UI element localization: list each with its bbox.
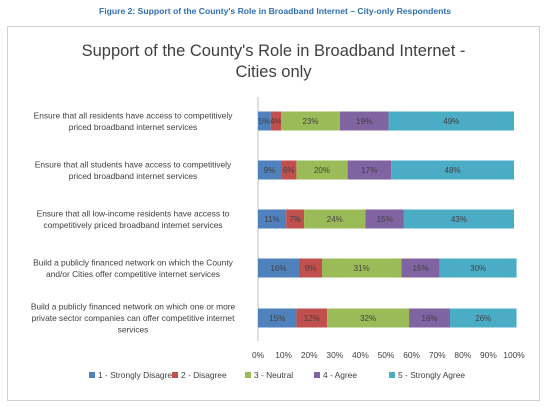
x-tick-label: 80% <box>454 350 471 360</box>
data-label: 15% <box>377 215 393 224</box>
data-label: 5% <box>259 117 271 126</box>
x-tick-label: 30% <box>326 350 343 360</box>
data-label: 16% <box>270 264 286 273</box>
bar-segment <box>450 308 517 328</box>
bar-segment <box>258 111 271 131</box>
data-label: 9% <box>305 264 317 273</box>
data-label: 43% <box>451 215 467 224</box>
bar-segment <box>296 160 348 180</box>
bar-segment <box>298 258 322 278</box>
category-label: Build a publicly financed network on whi… <box>31 302 236 312</box>
category-label: Ensure that all students have access to … <box>35 159 232 169</box>
category-label: priced broadband internet services <box>69 171 198 181</box>
data-label: 32% <box>360 314 376 323</box>
category-label: Ensure that all residents have access to… <box>34 110 234 120</box>
data-label: 26% <box>475 314 491 323</box>
legend-label: 5 - Strongly Agree <box>398 370 465 380</box>
data-label: 4% <box>270 117 282 126</box>
chart-title: Support of the County's Role in Broadban… <box>8 41 539 83</box>
data-label: 20% <box>314 166 330 175</box>
bar-segment <box>439 258 517 278</box>
bar-segment <box>322 258 402 278</box>
x-tick-label: 90% <box>480 350 497 360</box>
data-label: 19% <box>356 117 372 126</box>
legend-swatch <box>314 372 320 378</box>
legend-swatch <box>172 372 178 378</box>
x-tick-label: 20% <box>301 350 318 360</box>
data-label: 24% <box>327 215 343 224</box>
x-tick-label: 60% <box>403 350 420 360</box>
bar-segment <box>281 160 297 180</box>
x-tick-label: 100% <box>503 350 525 360</box>
data-label: 48% <box>445 166 461 175</box>
x-tick-label: 50% <box>378 350 395 360</box>
data-label: 7% <box>289 215 301 224</box>
x-tick-label: 0% <box>252 350 265 360</box>
bar-segment <box>365 209 404 229</box>
data-label: 30% <box>470 264 486 273</box>
category-label: Build a publicly financed network on whi… <box>33 257 234 267</box>
bar-segment <box>281 111 340 131</box>
bar-segment <box>327 308 410 328</box>
bar-segment <box>388 111 514 131</box>
legend-label: 2 - Disagree <box>181 370 227 380</box>
data-label: 9% <box>264 166 276 175</box>
category-label: competitively priced broadband internet … <box>43 220 222 230</box>
category-label: priced broadband internet services <box>69 122 198 132</box>
x-tick-label: 40% <box>352 350 369 360</box>
bar-segment <box>391 160 514 180</box>
bar-segment <box>347 160 392 180</box>
bar-segment <box>258 160 282 180</box>
bar-segment <box>258 209 287 229</box>
data-label: 49% <box>443 117 459 126</box>
bar-segment <box>403 209 514 229</box>
category-label: and/or Cities offer competitive internet… <box>46 269 220 279</box>
data-label: 15% <box>269 314 285 323</box>
data-label: 12% <box>304 314 320 323</box>
legend-label: 4 - Agree <box>323 370 357 380</box>
data-label: 6% <box>283 166 295 175</box>
chart-title-line-2: Cities only <box>235 63 312 81</box>
x-tick-label: 70% <box>429 350 446 360</box>
data-label: 15% <box>413 264 429 273</box>
bar-segment <box>286 209 305 229</box>
legend-swatch <box>245 372 251 378</box>
category-label: services <box>118 325 149 335</box>
legend-label: 1 - Strongly Disagree <box>98 370 177 380</box>
bar-segment <box>296 308 328 328</box>
legend-swatch <box>89 372 95 378</box>
data-label: 23% <box>302 117 318 126</box>
category-label: Ensure that all low-income residents hav… <box>37 208 230 218</box>
bar-segment <box>409 308 450 328</box>
bar-segment <box>258 258 299 278</box>
figure-caption: Figure 2: Support of the County's Role i… <box>98 6 451 16</box>
bar-segment <box>258 308 297 328</box>
legend-swatch <box>389 372 395 378</box>
data-label: 16% <box>422 314 438 323</box>
x-tick-label: 10% <box>275 350 292 360</box>
bar-segment <box>270 111 282 131</box>
category-label: private sector companies can offer compe… <box>32 313 235 323</box>
legend-label: 3 - Neutral <box>254 370 293 380</box>
bar-segment <box>304 209 366 229</box>
bar-segment <box>401 258 440 278</box>
data-label: 17% <box>361 166 377 175</box>
chart-title-line-1: Support of the County's Role in Broadban… <box>81 42 466 60</box>
bar-segment <box>339 111 389 131</box>
data-label: 31% <box>354 264 370 273</box>
data-label: 11% <box>264 215 279 224</box>
